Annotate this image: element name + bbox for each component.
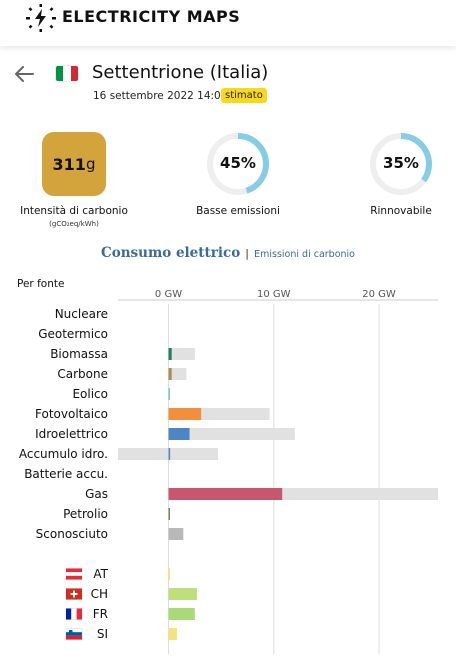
production-bar (168, 408, 202, 420)
capacity-bar (168, 368, 187, 380)
flag-it-icon (56, 66, 78, 81)
flag-fr-icon (76, 608, 82, 620)
flag-border (65, 568, 83, 580)
estimated-badge: stimato (221, 88, 267, 103)
tick-label: 10 GW (257, 289, 291, 300)
source-label: Carbone (57, 367, 108, 381)
top-bar: ELECTRICITY MAPS (0, 0, 456, 46)
carbon-intensity-value: 311 (52, 154, 86, 174)
production-bar (168, 528, 184, 540)
flag-ch-icon (70, 593, 78, 595)
source-label: Eolico (72, 387, 108, 401)
flag-at-icon (66, 575, 82, 580)
production-bar (168, 388, 171, 400)
production-chart: 0 GW 10 GW 20 GW Nucleare Geotermico Biomassa… (19, 289, 439, 654)
production-bar (168, 428, 190, 440)
source-label: Fotovoltaico (35, 407, 108, 421)
renewable-value: 35% (383, 154, 419, 172)
flag-at-icon (66, 568, 82, 573)
source-label: Accumulo idro. (19, 447, 108, 461)
flag-border (65, 608, 83, 620)
renewable-ring (370, 133, 432, 195)
flag-fr-icon (66, 608, 72, 620)
exchange-label: CH (91, 587, 108, 601)
flag-si-icon (66, 632, 82, 636)
flag-border (65, 588, 83, 600)
capacity-bar (168, 348, 195, 360)
carbon-intensity-box: 311 g (42, 132, 106, 196)
source-label: Batterie accu. (24, 467, 108, 481)
chart-tabs: Consumo elettrico | Emissioni di carboni… (0, 242, 456, 261)
production-bar (168, 368, 172, 380)
flag-si-icon (69, 630, 73, 634)
datetime: 16 settembre 2022 14:00 (93, 90, 228, 102)
production-bar (168, 448, 171, 460)
exchange-label: AT (93, 567, 108, 581)
source-label: Petrolio (63, 507, 108, 521)
lightning-bolt-icon[interactable] (26, 4, 56, 32)
exchange-bar (168, 568, 171, 580)
low-emissions-value: 45% (220, 154, 256, 172)
renewable-label: Rinnovabile (370, 205, 432, 217)
exchange-bar (168, 588, 197, 600)
source-label: Gas (85, 487, 108, 501)
tick-label: 20 GW (362, 289, 396, 300)
flag-si-icon (66, 635, 82, 640)
exchange-bar (168, 628, 177, 640)
low-emissions-label: Basse emissioni (196, 205, 280, 217)
exchange-label: FR (93, 607, 108, 621)
flag-at-icon (66, 572, 82, 576)
tab-carbon-emissions[interactable]: Emissioni di carbonio (254, 249, 355, 260)
capacity-bar (168, 428, 295, 440)
production-bar (168, 348, 172, 360)
carbon-intensity-unit: g (85, 155, 96, 173)
carbon-intensity-sublabel: (gCO₂eq/kWh) (49, 220, 99, 228)
source-label: Nucleare (55, 307, 108, 321)
brand-name[interactable]: ELECTRICITY MAPS (62, 7, 241, 26)
tick-label: 0 GW (155, 289, 182, 300)
production-bar (168, 508, 171, 520)
exchange-label: SI (97, 627, 108, 641)
flag-si-icon (66, 628, 82, 633)
production-bar (168, 488, 283, 500)
tab-electricity-consumption[interactable]: Consumo elettrico (100, 245, 241, 261)
capacity-bar (118, 448, 218, 460)
source-label: Biomassa (50, 347, 108, 361)
carbon-intensity-label: Intensità di carbonio (20, 205, 128, 217)
zone-title: Settentrione (Italia) (92, 62, 269, 83)
exchange-bar (168, 608, 195, 620)
tab-separator: | (245, 247, 250, 260)
source-label: Geotermico (38, 327, 108, 341)
flag-border (65, 628, 83, 640)
source-label: Idroelettrico (35, 427, 108, 441)
low-emissions-ring (207, 133, 269, 195)
arrow-left-icon[interactable] (12, 63, 36, 85)
source-label: Sconosciuto (36, 527, 108, 541)
flag-fr-icon (71, 608, 77, 620)
section-label: Per fonte (17, 278, 65, 290)
